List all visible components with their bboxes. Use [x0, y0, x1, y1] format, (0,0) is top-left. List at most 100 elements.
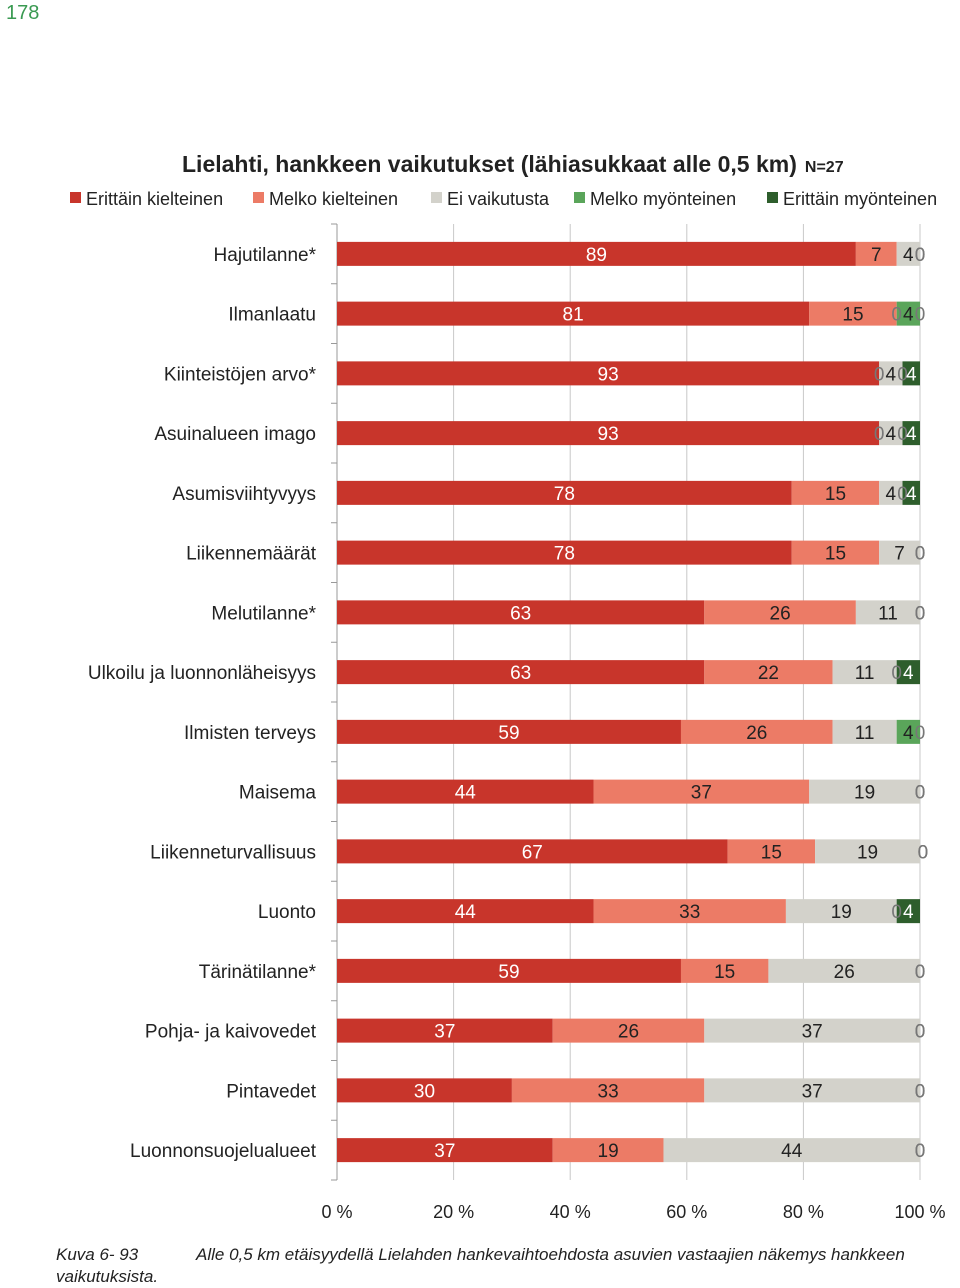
bar-segment-15-1 — [337, 1078, 512, 1103]
x-axis-ticks: 0 % 20 % 40 % 60 % 80 % 100 % — [321, 1202, 945, 1222]
data-label-3-1: 93 — [598, 364, 619, 385]
legend-label-1: Erittäin kielteinen — [86, 189, 223, 209]
data-label-14-1: 37 — [434, 1022, 455, 1043]
bar-segment-1-1 — [337, 241, 856, 266]
bar-segment-5-3 — [879, 480, 903, 505]
bar-segment-1-3 — [896, 241, 920, 266]
data-label-7-1: 63 — [510, 603, 531, 624]
bar-segment-12-3 — [785, 899, 897, 924]
data-label-6-4: 0 — [915, 544, 926, 565]
bar-segment-12-2 — [593, 899, 786, 924]
data-label-11-3: 19 — [857, 842, 878, 863]
data-label-2-3: 0 — [891, 305, 902, 326]
page-number: 178 — [6, 2, 40, 24]
chart-title-text: Lielahti, hankkeen vaikutukset (lähiasuk… — [182, 151, 797, 177]
data-label-3-4: 0 — [897, 364, 908, 385]
data-label-12-5: 4 — [903, 902, 914, 923]
x-tick-label-5: 100 % — [894, 1202, 945, 1222]
bar-segment-6-3 — [879, 540, 920, 565]
bar-segment-9-1 — [337, 719, 681, 744]
bar-segment-4-3 — [879, 421, 903, 446]
data-label-5-2: 15 — [825, 484, 846, 505]
bar-segment-9-3 — [832, 719, 897, 744]
data-label-1-2: 7 — [871, 245, 882, 266]
bar-segment-12-5 — [896, 899, 920, 924]
bar-segment-9-2 — [680, 719, 833, 744]
bar-segment-15-2 — [511, 1078, 705, 1103]
legend-label-3: Ei vaikutusta — [447, 189, 550, 209]
data-label-2-5: 0 — [915, 305, 926, 326]
legend-swatch-3 — [431, 192, 442, 203]
data-label-9-5: 0 — [915, 723, 926, 744]
bar-segment-6-1 — [337, 540, 792, 565]
data-label-11-2: 15 — [761, 842, 782, 863]
data-label-8-3: 11 — [855, 663, 875, 684]
category-label-16: Luonnonsuojelualueet — [130, 1141, 317, 1162]
bar-segment-10-1 — [337, 779, 594, 804]
data-label-2-1: 81 — [563, 305, 584, 326]
chart-title: Lielahti, hankkeen vaikutukset (lähiasuk… — [182, 151, 844, 177]
data-label-6-3: 7 — [894, 544, 905, 565]
bar-segment-4-1 — [337, 421, 880, 446]
data-label-11-4: 0 — [918, 842, 929, 863]
category-label-1: Hajutilanne* — [214, 245, 317, 266]
data-label-9-1: 59 — [498, 723, 519, 744]
chart-title-note: N=27 — [805, 159, 844, 176]
data-label-14-2: 26 — [618, 1022, 639, 1043]
data-label-9-4: 4 — [903, 723, 914, 744]
data-label-8-2: 22 — [758, 663, 779, 684]
bar-segment-2-2 — [809, 301, 897, 326]
data-label-4-3: 4 — [886, 424, 897, 445]
bar-segment-11-2 — [727, 839, 816, 864]
data-label-13-1: 59 — [498, 962, 519, 983]
data-label-14-4: 0 — [915, 1022, 926, 1043]
data-label-15-3: 37 — [802, 1081, 823, 1102]
bar-segment-12-1 — [337, 899, 594, 924]
data-label-15-2: 33 — [598, 1081, 619, 1102]
category-label-9: Ilmisten terveys — [184, 723, 316, 744]
x-tick-label-1: 20 % — [433, 1202, 474, 1222]
legend-swatch-2 — [253, 192, 264, 203]
category-label-2: Ilmanlaatu — [228, 305, 316, 326]
category-label-5: Asumisviihtyvyys — [172, 484, 316, 505]
data-label-10-4: 0 — [915, 783, 926, 804]
bar-segment-4-5 — [902, 421, 920, 446]
stacked-bar-chart: Lielahti, hankkeen vaikutukset (lähiasuk… — [70, 151, 946, 1222]
bar-segment-14-1 — [337, 1018, 553, 1043]
data-label-6-2: 15 — [825, 544, 846, 565]
bar-segment-8-5 — [896, 660, 920, 685]
data-label-12-1: 44 — [455, 902, 477, 923]
bar-segment-16-1 — [337, 1138, 553, 1163]
x-tick-label-0: 0 % — [321, 1202, 352, 1222]
data-label-15-4: 0 — [915, 1081, 926, 1102]
category-labels: Hajutilanne* Ilmanlaatu Kiinteistöjen arvo… — [88, 245, 317, 1162]
data-label-11-1: 67 — [522, 842, 543, 863]
data-label-1-5: 0 — [915, 245, 926, 266]
data-label-6-5: 0 — [915, 544, 926, 565]
data-label-7-4: 0 — [915, 603, 926, 624]
x-tick-label-3: 60 % — [666, 1202, 707, 1222]
data-label-4-1: 93 — [598, 424, 619, 445]
data-label-13-3: 26 — [834, 962, 855, 983]
data-label-10-1: 44 — [455, 783, 477, 804]
data-label-16-3: 44 — [781, 1141, 803, 1162]
data-label-10-5: 0 — [915, 783, 926, 804]
bar-segment-16-2 — [552, 1138, 664, 1163]
caption-continuation: vaikutuksista. — [56, 1267, 159, 1286]
x-tick-label-2: 40 % — [550, 1202, 591, 1222]
bar-segment-7-2 — [704, 600, 856, 625]
data-label-3-3: 4 — [886, 364, 897, 385]
data-label-13-4: 0 — [915, 962, 926, 983]
category-label-4: Asuinalueen imago — [154, 424, 316, 445]
data-label-10-2: 37 — [691, 783, 712, 804]
data-label-15-5: 0 — [915, 1081, 926, 1102]
bar-segment-5-5 — [902, 480, 920, 505]
bar-segment-8-3 — [832, 660, 897, 685]
bar-segment-11-1 — [337, 839, 728, 864]
data-label-3-5: 4 — [906, 364, 917, 385]
data-label-5-5: 4 — [906, 484, 917, 505]
caption-text: Alle 0,5 km etäisyydellä Lielahden hanke… — [196, 1245, 905, 1264]
bar-segment-5-2 — [791, 480, 880, 505]
category-label-8: Ulkoilu ja luonnonläheisyys — [88, 663, 316, 684]
data-label-1-3: 4 — [903, 245, 914, 266]
